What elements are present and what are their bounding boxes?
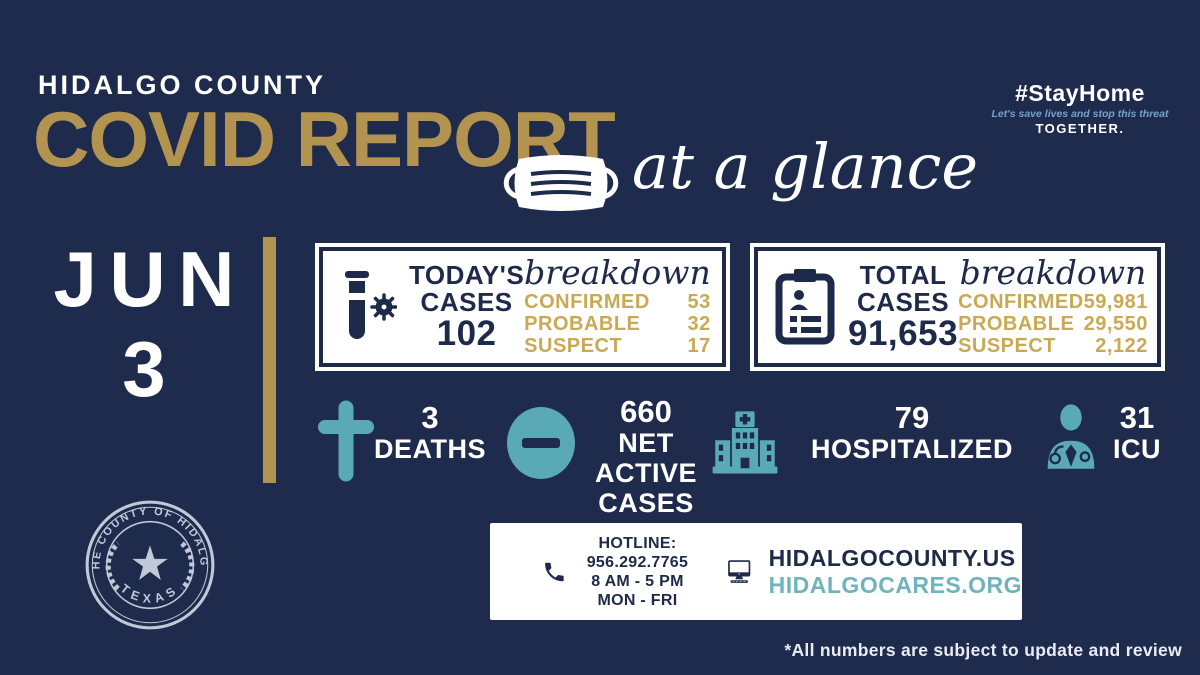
icu-stat: 31 ICU [1099,400,1175,465]
total-cases-card: TOTAL CASES 91,653 breakdown CONFIRMED 5… [754,247,1161,367]
breakdown-row: CONFIRMED 53 [524,291,711,313]
todays-cases-breakdown: breakdown CONFIRMED 53 PROBABLE 32 SUSPE… [524,252,727,357]
card-label: TOTAL [859,260,947,290]
breakdown-title: breakdown [959,252,1147,292]
hospital-icon [712,411,778,474]
cross-icon [318,400,374,482]
breakdown-name: SUSPECT [958,334,1057,357]
breakdown-title: breakdown [524,252,711,292]
disclaimer: *All numbers are subject to update and r… [784,640,1182,660]
net-active-cases-value: 660 [620,394,672,429]
computer-icon [728,559,751,583]
breakdown-row: PROBABLE 32 [524,313,711,335]
date-month: JUN [53,235,247,323]
county-name: HIDALGO COUNTY [38,70,326,100]
websites-block: HIDALGOCOUNTY.US HIDALGOCARES.ORG [769,545,1022,599]
breakdown-value: 29,550 [1083,312,1148,335]
hotline-block: HOTLINE: 956.292.7765 8 AM - 5 PM MON - … [587,534,688,610]
icu-label: ICU [1113,434,1161,464]
hotline-phone-number: 956.292.7765 [586,553,689,571]
hospitalized-value: 79 [894,400,930,435]
breakdown-value: 59,981 [1083,290,1148,313]
todays-cases-value: 102 [436,314,497,353]
breakdown-value: 53 [687,290,711,313]
breakdown-name: CONFIRMED [524,290,650,313]
breakdown-name: CONFIRMED [958,290,1084,313]
breakdown-value: 17 [687,334,711,357]
website-hidalgocounty: HIDALGOCOUNTY.US [768,544,1016,571]
breakdown-row: PROBABLE 29,550 [958,313,1148,335]
stayhome-block: #StayHome Let's save lives and stop this… [975,80,1185,136]
stayhome-together: TOGETHER. [1035,121,1125,136]
breakdown-name: SUSPECT [524,334,623,357]
breakdown-value: 2,122 [1095,334,1148,357]
clipboard-icon [775,269,835,345]
todays-cases-card: TODAY'S CASES 102 breakdown CONFIRMED 53… [319,247,726,367]
deaths-label: DEATHS [373,434,486,464]
hotline-label: HOTLINE: [598,534,677,552]
tagline: at a glance [632,130,979,203]
stayhome-subtitle: Let's save lives and stop this threat [991,108,1169,120]
total-cases-summary: TOTAL CASES 91,653 [758,262,958,352]
mask-icon [503,155,619,211]
hotline-hours: 8 AM - 5 PM [591,572,684,590]
report-date: JUN 3 [38,240,250,408]
contact-card: HOTLINE: 956.292.7765 8 AM - 5 PM MON - … [490,523,1022,620]
breakdown-row: SUSPECT 2,122 [958,335,1148,357]
date-day: 3 [122,325,166,413]
phone-icon [545,562,564,581]
breakdown-name: PROBABLE [958,312,1075,335]
breakdown-name: PROBABLE [524,312,641,335]
card-label: TODAY'S [409,260,525,290]
hospitalized-stat: 79 HOSPITALIZED [786,400,1038,465]
website-hidalgocares: HIDALGOCARES.ORG [768,571,1022,598]
seal-icon: THE COUNTY OF HIDALGO TEXAS [83,498,215,630]
total-cases-breakdown: breakdown CONFIRMED 59,981 PROBABLE 29,5… [958,252,1164,357]
icu-value: 31 [1119,400,1155,435]
net-active-cases-label: CASES [598,488,694,518]
breakdown-row: SUSPECT 17 [524,335,711,357]
doctor-icon [1047,404,1095,469]
net-active-cases-label: NET ACTIVE [594,428,697,488]
hospitalized-label: HOSPITALIZED [810,434,1013,464]
deaths-stat: 3 DEATHS [358,400,502,465]
hotline-days: MON - FRI [597,591,678,609]
breakdown-row: CONFIRMED 59,981 [958,291,1148,313]
minus-circle-icon [507,407,575,479]
breakdown-value: 32 [687,312,711,335]
test-tube-virus-icon [345,271,397,339]
deaths-value: 3 [421,400,439,435]
card-label: CASES [420,287,513,317]
todays-cases-summary: TODAY'S CASES 102 [323,262,524,352]
total-cases-value: 91,653 [848,314,959,353]
net-active-cases-stat: 660 NET ACTIVE CASES [568,394,724,519]
card-label: CASES [856,287,950,317]
stayhome-hashtag: #StayHome [1015,80,1145,106]
divider-bar [263,237,276,483]
